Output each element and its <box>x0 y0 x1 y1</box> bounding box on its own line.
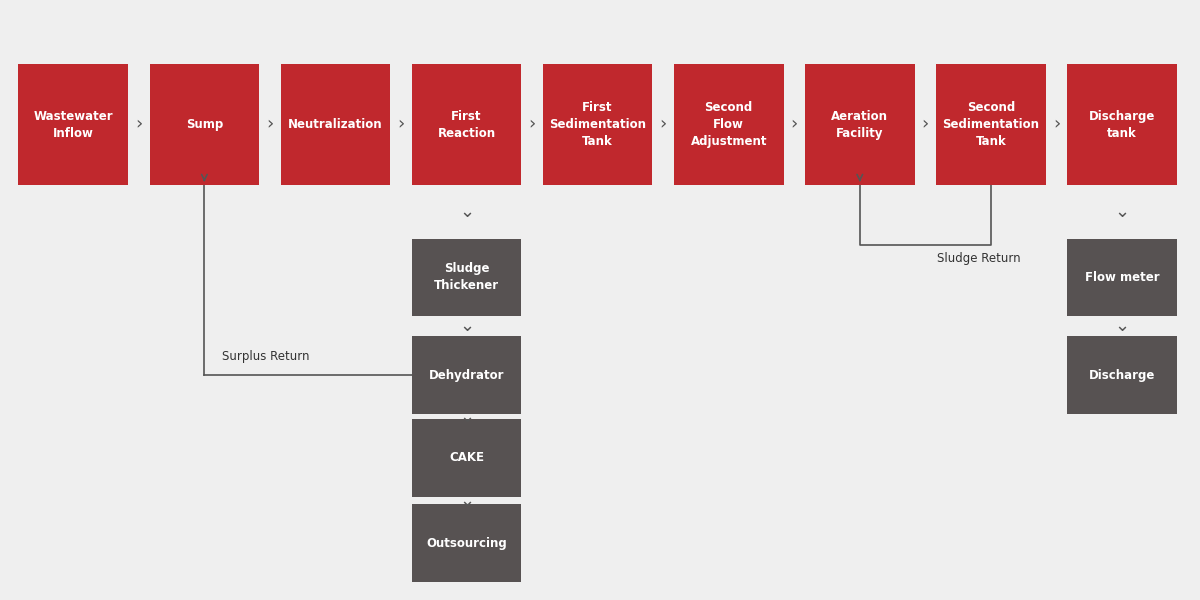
Text: First
Reaction: First Reaction <box>438 110 496 140</box>
Text: ›: › <box>266 116 274 134</box>
Text: ⌄: ⌄ <box>458 317 474 335</box>
Text: Second
Sedimentation
Tank: Second Sedimentation Tank <box>942 101 1039 148</box>
FancyBboxPatch shape <box>542 64 653 185</box>
Text: Aeration
Facility: Aeration Facility <box>832 110 888 140</box>
FancyBboxPatch shape <box>1067 64 1177 185</box>
FancyBboxPatch shape <box>412 337 521 414</box>
Text: ⌄: ⌄ <box>1115 203 1129 221</box>
FancyBboxPatch shape <box>412 505 521 582</box>
FancyBboxPatch shape <box>18 64 128 185</box>
FancyBboxPatch shape <box>674 64 784 185</box>
Text: Wastewater
Inflow: Wastewater Inflow <box>34 110 113 140</box>
Text: Second
Flow
Adjustment: Second Flow Adjustment <box>690 101 767 148</box>
Text: Outsourcing: Outsourcing <box>426 536 506 550</box>
FancyBboxPatch shape <box>412 419 521 497</box>
FancyBboxPatch shape <box>936 64 1045 185</box>
Text: ⌄: ⌄ <box>458 491 474 509</box>
Text: ›: › <box>922 116 929 134</box>
Text: CAKE: CAKE <box>449 451 484 464</box>
FancyBboxPatch shape <box>150 64 259 185</box>
Text: Sump: Sump <box>186 118 223 131</box>
FancyBboxPatch shape <box>412 239 521 316</box>
Text: ›: › <box>660 116 667 134</box>
Text: ›: › <box>528 116 535 134</box>
Text: ⌄: ⌄ <box>458 407 474 425</box>
Text: First
Sedimentation
Tank: First Sedimentation Tank <box>550 101 646 148</box>
FancyBboxPatch shape <box>281 64 390 185</box>
Text: Flow meter: Flow meter <box>1085 271 1159 284</box>
Text: ⌄: ⌄ <box>1115 317 1129 335</box>
Text: ›: › <box>397 116 404 134</box>
Text: ›: › <box>136 116 143 134</box>
Text: Surplus Return: Surplus Return <box>222 350 310 362</box>
Text: Discharge: Discharge <box>1088 369 1156 382</box>
Text: Sludge
Thickener: Sludge Thickener <box>434 262 499 292</box>
FancyBboxPatch shape <box>805 64 914 185</box>
Text: ›: › <box>791 116 798 134</box>
Text: ›: › <box>1052 116 1060 134</box>
FancyBboxPatch shape <box>412 64 521 185</box>
Text: ⌄: ⌄ <box>458 203 474 221</box>
FancyBboxPatch shape <box>1067 337 1177 414</box>
Text: Sludge Return: Sludge Return <box>937 253 1021 265</box>
Text: Dehydrator: Dehydrator <box>428 369 504 382</box>
Text: Discharge
tank: Discharge tank <box>1088 110 1156 140</box>
FancyBboxPatch shape <box>1067 239 1177 316</box>
Text: Neutralization: Neutralization <box>288 118 383 131</box>
